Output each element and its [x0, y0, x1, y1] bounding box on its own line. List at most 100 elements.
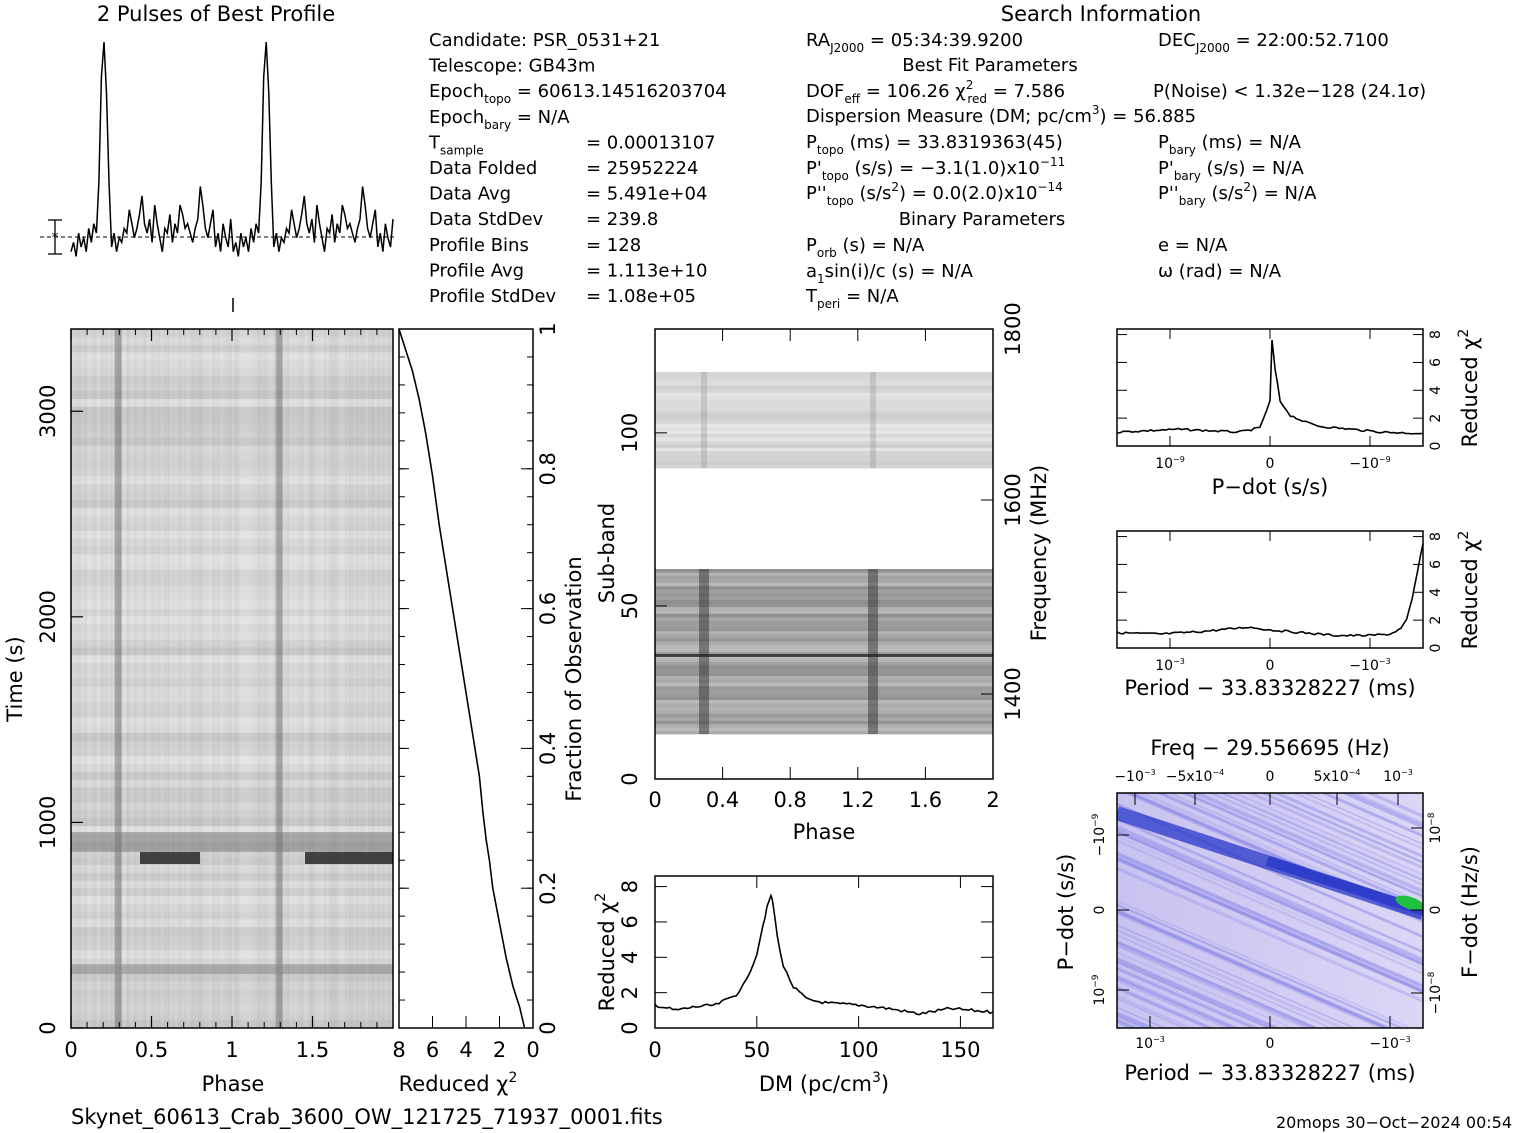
pp-dot-panel: Freq − 29.556695 (Hz) 10−3 0 −10−3 −10−3 −5x… — [1054, 736, 1482, 1085]
waterfall-column — [110, 329, 113, 1028]
dm-ylabel: Reduced χ2 — [593, 893, 619, 1012]
subband-row — [655, 382, 993, 386]
subband-row — [655, 682, 993, 687]
waterfall-column — [314, 329, 318, 1028]
chi-time-ylabel: Fraction of Observation — [562, 556, 586, 801]
subband-row — [655, 700, 993, 704]
waterfall-column — [89, 329, 93, 1028]
subband-row — [655, 689, 993, 694]
waterfall-row — [71, 530, 393, 540]
pp-dot-xlabel: Period − 33.83328227 (ms) — [1124, 1061, 1415, 1085]
waterfall-column — [80, 329, 83, 1028]
search-col1-line: Telescope: GB43m — [428, 56, 595, 77]
pp-dot-ylabel: P−dot (s/s) — [1054, 854, 1078, 971]
pp-streak — [1117, 828, 1423, 966]
pp-streak — [1219, 793, 1423, 882]
waterfall-column — [268, 329, 272, 1028]
x-tick-label: 6 — [426, 1038, 439, 1062]
subband-row — [655, 603, 993, 607]
dm-panel: 0 50 100 150 0 2 4 6 8 DM (pc/cm3) Reduced χ2 — [593, 875, 994, 1096]
x-tick-label: 0 — [1266, 456, 1275, 472]
x-tick-label: 1.2 — [841, 788, 874, 812]
search-col1-value: = 1.113e+10 — [586, 260, 707, 281]
waterfall-row — [71, 453, 393, 462]
search-col1-line: Data Folded — [429, 158, 537, 179]
waterfall-row — [71, 709, 393, 718]
waterfall-row — [71, 624, 393, 633]
waterfall-column — [100, 329, 104, 1028]
chi-time-curve — [398, 328, 526, 1029]
waterfall-column — [273, 329, 277, 1028]
waterfall-column — [234, 329, 238, 1028]
pbary-line: Pbary (ms) = N/A — [1158, 132, 1302, 157]
x-tick-label: 10−3 — [1135, 1035, 1165, 1052]
top-tick-label: 5x10−4 — [1314, 768, 1361, 785]
profile-curve — [70, 41, 394, 257]
waterfall-column — [275, 329, 279, 1028]
y-tick-label: 2 — [1428, 414, 1444, 423]
y-tick-label: 0 — [36, 1021, 60, 1034]
search-col1-line: Data Avg — [429, 184, 511, 205]
waterfall-column — [298, 329, 302, 1028]
waterfall-row — [71, 989, 393, 998]
waterfall-column — [282, 329, 286, 1028]
waterfall-row — [71, 616, 393, 625]
waterfall-row — [71, 740, 393, 749]
waterfall-column — [296, 329, 300, 1028]
waterfall-column — [252, 329, 256, 1028]
waterfall-column — [328, 329, 332, 1028]
pp-streak — [1117, 903, 1405, 1028]
waterfall-row — [71, 942, 393, 951]
subband-ticks: 0 0.4 0.8 1.2 1.6 2 0 50 100 1400 1600 1800 — [618, 302, 1025, 812]
waterfall-column — [294, 329, 297, 1028]
y-tick-label: 6 — [618, 915, 642, 928]
waterfall-column — [149, 329, 152, 1028]
waterfall-row — [71, 538, 393, 547]
waterfall-column — [107, 329, 111, 1028]
y-tick-label: 0.6 — [536, 592, 560, 625]
y-tick-label: 0 — [618, 1021, 642, 1034]
waterfall-column — [112, 329, 116, 1028]
waterfall-column — [204, 329, 208, 1028]
subband-row — [655, 406, 993, 410]
waterfall-column — [140, 329, 143, 1028]
waterfall-column — [344, 329, 348, 1028]
waterfall-column — [84, 329, 88, 1028]
best-fit-title: Best Fit Parameters — [902, 55, 1077, 76]
waterfall-column — [183, 329, 187, 1028]
subband-row — [655, 458, 993, 462]
pp-streak — [1272, 793, 1423, 859]
y-right-tick-label: −10−8 — [1427, 971, 1444, 1014]
subband-row — [655, 727, 993, 732]
y-tick-label: 50 — [618, 593, 642, 620]
search-col1-line: Profile StdDev — [429, 286, 557, 307]
waterfall-column — [232, 329, 235, 1028]
porb-line: Porb (s) = N/A — [806, 235, 925, 260]
waterfall-row — [71, 476, 393, 485]
waterfall-row — [71, 437, 393, 446]
y-right-tick-label: 1400 — [1001, 667, 1025, 720]
waterfall-row — [71, 1004, 393, 1013]
subband-row — [655, 638, 993, 642]
x-tick-label: 0 — [1266, 658, 1275, 674]
waterfall-row — [71, 678, 393, 687]
pp-streak — [1291, 793, 1423, 850]
pp-streak — [1117, 976, 1236, 1028]
pp-streak — [1231, 793, 1423, 877]
subband-row — [655, 444, 993, 448]
waterfall-row — [71, 655, 393, 664]
waterfall-column — [151, 329, 155, 1028]
waterfall-row — [71, 507, 393, 516]
waterfall-row — [71, 849, 393, 858]
pdot-ticks: 10−9 0 −10−9 0 2 4 6 8 — [1117, 329, 1444, 472]
waterfall-column — [321, 329, 325, 1028]
waterfall-column — [229, 329, 233, 1028]
e-line: e = N/A — [1158, 235, 1228, 256]
a1-line: a1sin(i)/c (s) = N/A — [806, 261, 974, 286]
waterfall-column — [123, 329, 127, 1028]
waterfall-column — [213, 329, 217, 1028]
subband-row — [655, 441, 993, 445]
waterfall-column — [248, 329, 251, 1028]
subband-row — [655, 620, 993, 625]
search-col1-value: = 25952224 — [586, 158, 698, 179]
